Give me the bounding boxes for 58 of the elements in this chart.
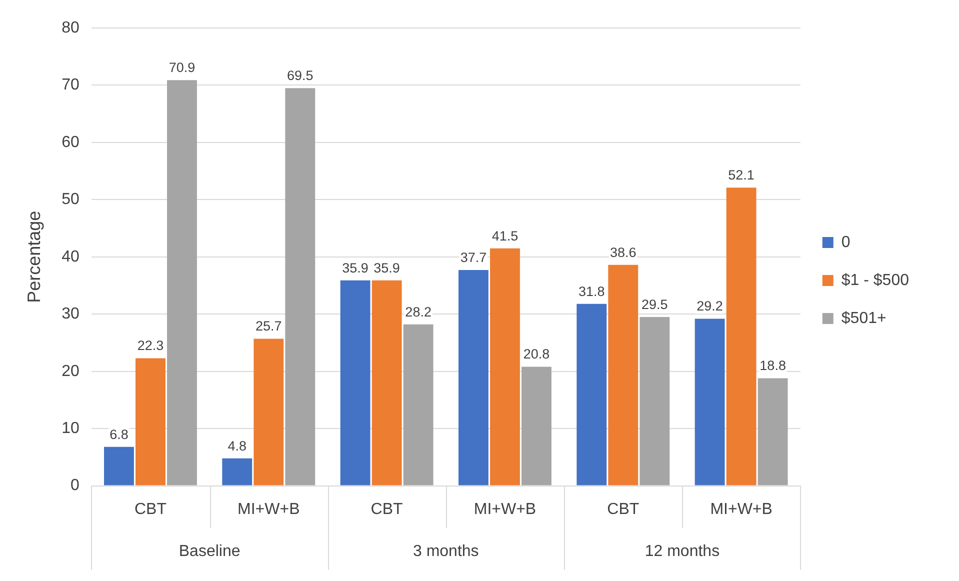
- y-tick-label: 50: [62, 191, 80, 208]
- bar: [640, 316, 670, 486]
- y-axis-title: Percentage: [24, 210, 44, 303]
- data-label: 35.9: [342, 260, 368, 276]
- y-tick-label: 0: [70, 477, 80, 494]
- data-label: 37.7: [460, 250, 487, 266]
- x-tick-label: CBT: [370, 500, 404, 518]
- bar: [758, 378, 788, 486]
- bar: [403, 324, 434, 486]
- x-tick-label: CBT: [134, 500, 167, 518]
- bar: [694, 318, 725, 486]
- bar: [340, 280, 370, 486]
- data-label: 20.8: [523, 346, 550, 362]
- data-label: 31.8: [578, 284, 605, 299]
- text: 12 months: [644, 543, 720, 560]
- data-label: 70.9: [168, 60, 196, 76]
- legend-label: 0: [841, 234, 850, 251]
- bar: [726, 188, 756, 486]
- x-tick-label: CBT: [607, 500, 640, 518]
- data-label: 29.5: [642, 296, 668, 312]
- x-tick-label: MI+W+B: [474, 500, 536, 518]
- bar: [458, 270, 488, 486]
- y-tick-label: 20: [62, 362, 80, 380]
- data-label: 22.3: [137, 338, 164, 354]
- data-label: 29.2: [696, 298, 723, 314]
- data-label: 69.5: [287, 68, 314, 84]
- bar: [254, 338, 284, 486]
- text: Baseline: [178, 543, 240, 560]
- y-tick-label: 10: [62, 420, 80, 437]
- legend-label: $501+: [841, 310, 886, 327]
- bar: [167, 80, 197, 486]
- data-label: 28.2: [405, 304, 432, 320]
- y-tick-label: 40: [62, 248, 80, 266]
- bar: [522, 366, 552, 486]
- data-label: 18.8: [760, 358, 786, 374]
- data-label: 35.9: [374, 260, 400, 276]
- data-label: 25.7: [256, 318, 282, 334]
- data-label: 4.8: [228, 438, 247, 454]
- data-label: 52.1: [728, 168, 754, 183]
- x-tick-label: MI+W+B: [238, 500, 300, 518]
- data-label: 38.6: [610, 244, 636, 260]
- data-label: 41.5: [492, 228, 518, 244]
- y-tick-label: 60: [62, 134, 80, 151]
- legend-label: $1 - $500: [841, 272, 910, 289]
- bar: [576, 304, 607, 486]
- x-tick-label: MI+W+B: [710, 500, 772, 518]
- y-tick-label: 30: [62, 306, 80, 323]
- y-tick-label: 80: [62, 19, 80, 36]
- y-tick-label: 70: [62, 76, 80, 94]
- bar: [608, 264, 638, 486]
- bar: [136, 358, 166, 486]
- bar: [104, 446, 134, 486]
- bar: [222, 458, 252, 486]
- data-label: 6.8: [110, 426, 128, 442]
- text: 3 months: [412, 543, 479, 560]
- bar: [285, 88, 316, 486]
- bar: [490, 248, 520, 486]
- bar: [372, 280, 402, 486]
